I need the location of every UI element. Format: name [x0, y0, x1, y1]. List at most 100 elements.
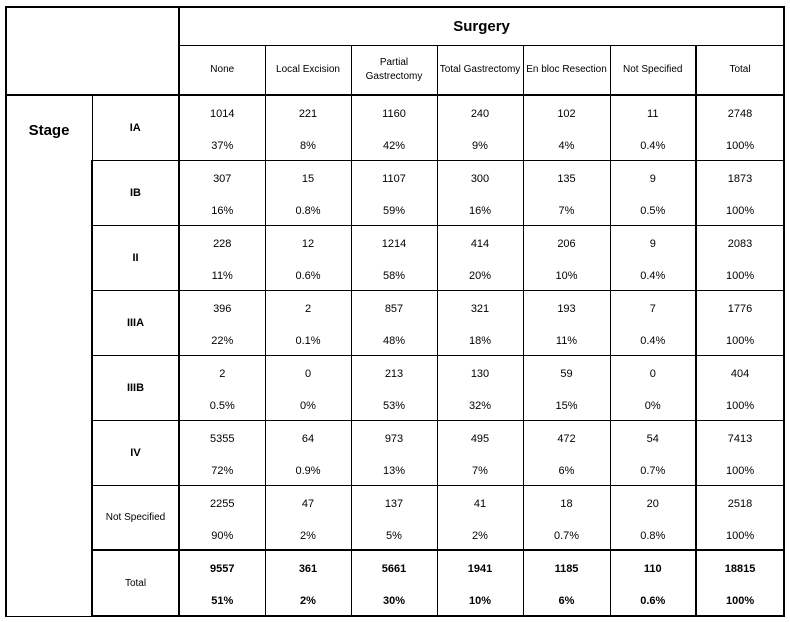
table-cell: 9 0.4%: [609, 224, 697, 291]
percent-value: 100%: [725, 334, 755, 347]
surgery-header: Surgery: [178, 6, 786, 46]
table-cell: 11 0.4%: [609, 94, 697, 161]
percent-value: 2%: [300, 595, 316, 607]
table-cell: 213 53%: [350, 354, 438, 421]
count-value: 7: [649, 302, 656, 315]
table-cell: 5355 72%: [178, 419, 266, 486]
percent-value: 37%: [211, 140, 234, 152]
count-value: 495: [470, 432, 490, 445]
count-value: 64: [301, 432, 315, 445]
table-cell: 110 0.6%: [609, 549, 697, 617]
percent-value: 100%: [725, 595, 755, 607]
percent-value: 22%: [211, 334, 234, 347]
table-cell: 2 0.1%: [264, 289, 352, 356]
table-cell: 1941 10%: [436, 549, 524, 617]
count-value: 54: [646, 432, 659, 445]
table-cell: 135 7%: [522, 159, 611, 226]
table-cell: 973 13%: [350, 419, 438, 486]
table-cell: 414 20%: [436, 224, 524, 291]
percent-value: 6%: [558, 464, 575, 477]
stage-label: Not Specified: [91, 484, 180, 551]
percent-value: 30%: [382, 595, 406, 607]
count-value: 193: [557, 302, 576, 315]
count-value: 47: [301, 497, 315, 510]
table-cell: 228 11%: [178, 224, 266, 291]
count-value: 361: [298, 563, 318, 575]
count-value: 110: [643, 563, 662, 575]
table-cell: 41 2%: [436, 484, 524, 551]
percent-value: 0.4%: [640, 334, 666, 347]
table-cell: 307 16%: [178, 159, 266, 226]
percent-value: 11%: [211, 269, 233, 282]
table-cell: 2 0.5%: [178, 354, 266, 421]
percent-value: 18%: [468, 334, 492, 347]
table-row: IIIA 396 22% 2 0.1% 857 48% 321 18% 193 11% 7 0.4% 17…: [6, 289, 786, 356]
table-cell: 54 0.7%: [609, 419, 697, 486]
count-value: 11: [647, 108, 659, 120]
percent-value: 0.6%: [640, 595, 666, 607]
percent-value: 48%: [382, 334, 406, 347]
percent-value: 53%: [382, 399, 406, 412]
table-cell: 0 0%: [264, 354, 352, 421]
count-value: 1214: [381, 237, 407, 250]
percent-value: 0.8%: [640, 529, 666, 542]
percent-value: 0%: [300, 399, 316, 412]
table-cell: 2518 100%: [694, 484, 786, 551]
percent-value: 42%: [382, 140, 406, 152]
count-value: 0: [304, 367, 312, 380]
count-value: 414: [470, 237, 490, 250]
percent-value: 11%: [555, 334, 578, 347]
stage-label: II: [91, 224, 180, 291]
count-value: 7413: [727, 432, 753, 445]
table-cell: 396 22%: [178, 289, 266, 356]
percent-value: 0.4%: [640, 140, 666, 152]
table-cell: 240 9%: [436, 94, 524, 161]
table-cell: 102 4%: [522, 94, 611, 161]
table-row: Stage IA 1014 37% 221 8% 1160 42% 240 9% 102 4% 11 0.…: [5, 94, 786, 617]
count-value: 221: [298, 108, 318, 120]
count-value: 240: [470, 108, 490, 120]
count-value: 472: [557, 432, 576, 445]
column-header-local-excision: Local Excision: [264, 44, 352, 96]
table-cell: 2083 100%: [694, 224, 786, 291]
table-cell: 2255 90%: [178, 484, 266, 551]
count-value: 228: [213, 237, 232, 250]
table-row: Not Specified 2255 90% 47 2% 137 5% 41 2% 18 0.7% 2…: [6, 484, 786, 551]
count-value: 2255: [210, 497, 235, 510]
percent-value: 8%: [300, 140, 316, 152]
percent-value: 58%: [382, 269, 406, 282]
table-cell: 12 0.6%: [264, 224, 352, 291]
stage-label: IB: [91, 159, 180, 226]
table-cell: 1107 59%: [350, 159, 438, 226]
stage-label: IIIB: [91, 354, 180, 421]
table-cell: 59 15%: [522, 354, 611, 421]
percent-value: 0%: [644, 399, 661, 412]
table-cell: 9 0.5%: [609, 159, 697, 226]
table-cell: 9557 51%: [178, 549, 266, 617]
percent-value: 9%: [472, 140, 488, 152]
percent-value: 100%: [725, 140, 755, 152]
count-value: 15: [301, 172, 315, 185]
count-value: 59: [560, 367, 573, 380]
table-cell: 206 10%: [522, 224, 611, 291]
percent-value: 32%: [468, 399, 492, 412]
stage-label: IA: [91, 94, 180, 161]
column-header-total: Total: [694, 44, 786, 96]
table-cell: 5661 30%: [350, 549, 438, 617]
count-value: 1160: [382, 108, 406, 120]
percent-value: 0.7%: [553, 529, 580, 542]
table-cell: 495 7%: [436, 419, 524, 486]
percent-value: 100%: [725, 204, 755, 217]
table-cell: 472 6%: [522, 419, 611, 486]
percent-value: 0.4%: [640, 269, 666, 282]
percent-value: 16%: [211, 204, 234, 217]
table-cell: 7413 100%: [694, 419, 786, 486]
count-value: 2518: [727, 497, 753, 510]
percent-value: 2%: [300, 529, 316, 542]
count-value: 135: [557, 172, 576, 185]
table-cell: 7 0.4%: [609, 289, 697, 356]
count-value: 9557: [210, 563, 235, 575]
table-cell: 321 18%: [436, 289, 524, 356]
percent-value: 51%: [211, 595, 234, 607]
table-row: IB 307 16% 15 0.8% 1107 59% 300 16% 135 7% 9 0.5% 187…: [6, 159, 786, 226]
